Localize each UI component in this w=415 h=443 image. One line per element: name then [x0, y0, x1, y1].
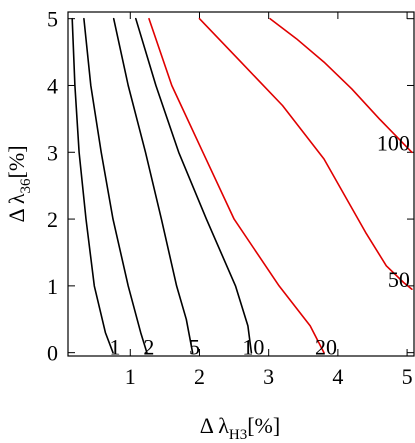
contour-line-50 — [198, 17, 413, 291]
contour-line-2 — [83, 17, 148, 354]
x-tick-label: 3 — [263, 364, 274, 389]
y-tick-label: 1 — [47, 274, 58, 299]
x-tick-label: 5 — [402, 364, 413, 389]
contour-line-5 — [112, 17, 194, 354]
plot-frame — [67, 11, 415, 357]
y-tick-label: 3 — [47, 140, 58, 165]
contour-label-1: 1 — [109, 335, 120, 360]
contour-label-10: 10 — [242, 335, 264, 360]
contour-labels: 1 2 5 10 20 50 100 — [109, 130, 409, 359]
contour-line-1 — [71, 17, 114, 354]
contour-line-100 — [269, 17, 413, 154]
x-tick-label: 1 — [125, 364, 136, 389]
contour-label-50: 50 — [388, 267, 410, 292]
contour-label-2: 2 — [143, 335, 154, 360]
x-tick-label: 2 — [194, 364, 205, 389]
y-tick-label: 2 — [47, 207, 58, 232]
contour-line-10 — [135, 17, 253, 354]
x-axis-label: Δ λH3[%] — [200, 413, 280, 443]
contour-label-5: 5 — [189, 335, 200, 360]
contour-label-20: 20 — [315, 335, 337, 360]
contour-label-100: 100 — [377, 130, 410, 155]
contour-curves — [71, 17, 413, 354]
y-tick-label: 0 — [47, 341, 58, 366]
y-tick-label: 5 — [47, 7, 58, 32]
y-axis-label: Δ λ36[%] — [4, 145, 34, 222]
contour-line-20 — [148, 17, 325, 354]
y-tick-label: 4 — [47, 73, 58, 98]
x-tick-label: 4 — [332, 364, 343, 389]
